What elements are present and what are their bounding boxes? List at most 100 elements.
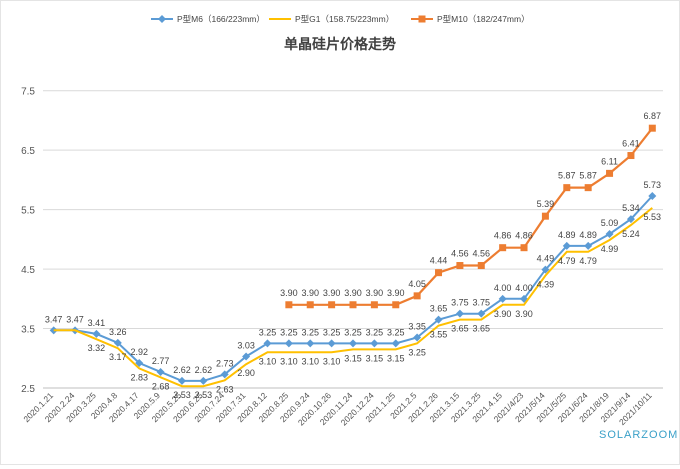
data-point bbox=[306, 301, 314, 309]
data-point bbox=[626, 215, 635, 224]
data-label: 2.62 bbox=[173, 365, 191, 375]
data-point bbox=[199, 376, 208, 385]
data-point bbox=[113, 338, 122, 347]
data-label: 3.03 bbox=[237, 340, 255, 350]
data-point bbox=[605, 230, 614, 239]
data-label: 3.25 bbox=[323, 327, 341, 337]
series-lines bbox=[49, 124, 657, 388]
data-label: 3.15 bbox=[387, 353, 405, 363]
data-label: 4.89 bbox=[558, 230, 576, 240]
data-label: 2.62 bbox=[195, 365, 213, 375]
data-label: 4.86 bbox=[515, 231, 533, 241]
data-label: 3.35 bbox=[408, 321, 426, 331]
data-point bbox=[563, 184, 571, 192]
data-label: 3.55 bbox=[430, 330, 448, 340]
data-point bbox=[477, 262, 485, 270]
data-point bbox=[328, 301, 336, 309]
data-label: 4.86 bbox=[494, 231, 512, 241]
data-label: 2.90 bbox=[237, 368, 255, 378]
data-point bbox=[349, 339, 357, 348]
data-point bbox=[263, 339, 272, 348]
legend-label: P型M10（182/247mm） bbox=[437, 14, 530, 24]
data-label: 4.05 bbox=[408, 279, 426, 289]
data-label: 3.25 bbox=[280, 327, 298, 337]
data-point bbox=[541, 212, 549, 220]
y-tick-label: 5.5 bbox=[21, 206, 35, 217]
y-tick-label: 4.5 bbox=[21, 265, 35, 276]
data-point bbox=[285, 301, 293, 309]
data-point bbox=[156, 367, 165, 376]
data-label: 3.25 bbox=[387, 327, 405, 337]
data-point bbox=[177, 376, 186, 385]
data-label: 3.25 bbox=[301, 327, 319, 337]
data-point bbox=[92, 329, 101, 338]
y-tick-label: 7.5 bbox=[21, 87, 35, 98]
y-tick-label: 2.5 bbox=[21, 384, 35, 395]
data-label: 5.09 bbox=[601, 218, 619, 228]
data-label: 5.53 bbox=[644, 212, 662, 222]
legend-label: P型M6（166/223mm） bbox=[177, 14, 265, 24]
data-label: 4.89 bbox=[579, 230, 597, 240]
data-label: 4.49 bbox=[537, 254, 555, 264]
data-point bbox=[327, 339, 336, 348]
data-label: 4.00 bbox=[515, 283, 533, 293]
data-label: 5.87 bbox=[579, 171, 597, 181]
data-point bbox=[648, 191, 657, 200]
data-label: 5.39 bbox=[537, 199, 555, 209]
data-point bbox=[49, 326, 58, 335]
data-label: 6.87 bbox=[644, 111, 662, 121]
series-line bbox=[288, 127, 654, 306]
data-label: 2.63 bbox=[216, 384, 234, 394]
data-label: 2.73 bbox=[216, 358, 234, 368]
data-label: 5.87 bbox=[558, 171, 576, 181]
data-label: 3.17 bbox=[109, 352, 127, 362]
data-point bbox=[541, 265, 550, 274]
data-label: 3.25 bbox=[259, 327, 277, 337]
data-label: 3.90 bbox=[323, 288, 341, 298]
data-label: 2.83 bbox=[130, 372, 148, 382]
y-tick-label: 6.5 bbox=[21, 146, 35, 157]
data-label: 3.65 bbox=[430, 304, 448, 314]
data-point bbox=[606, 169, 614, 177]
legend-marker bbox=[158, 15, 166, 23]
data-label: 3.65 bbox=[473, 324, 491, 334]
data-label: 2.92 bbox=[130, 347, 148, 357]
data-point bbox=[306, 339, 315, 348]
data-point bbox=[434, 315, 443, 324]
data-label: 2.68 bbox=[152, 381, 170, 391]
legend: P型M6（166/223mm） P型G1（158.75/223mm） P型M10（1… bbox=[151, 14, 530, 24]
data-label: 5.24 bbox=[622, 229, 640, 239]
data-label: 3.47 bbox=[66, 314, 84, 324]
data-point bbox=[456, 262, 464, 270]
data-point bbox=[392, 301, 400, 309]
data-label: 4.00 bbox=[494, 283, 512, 293]
data-point bbox=[242, 352, 251, 361]
data-label: 3.90 bbox=[280, 288, 298, 298]
data-point bbox=[135, 359, 144, 368]
data-point bbox=[284, 339, 293, 348]
data-label: 3.15 bbox=[366, 353, 384, 363]
data-label: 3.15 bbox=[344, 353, 362, 363]
data-label: 3.10 bbox=[280, 356, 298, 366]
data-label: 3.75 bbox=[451, 298, 469, 308]
data-point bbox=[220, 370, 229, 379]
data-point bbox=[391, 339, 400, 348]
data-label: 4.79 bbox=[579, 256, 597, 266]
data-point bbox=[520, 244, 528, 252]
data-point bbox=[413, 333, 422, 342]
data-point bbox=[627, 152, 635, 160]
chart-title: 单晶硅片价格走势 bbox=[284, 36, 396, 52]
data-label: 2.53 bbox=[173, 390, 191, 400]
data-label: 3.32 bbox=[88, 343, 106, 353]
data-label: 4.56 bbox=[473, 249, 491, 259]
data-label: 4.44 bbox=[430, 256, 448, 266]
data-label: 3.90 bbox=[344, 288, 362, 298]
data-point bbox=[498, 294, 507, 303]
data-label: 4.56 bbox=[451, 249, 469, 259]
data-point bbox=[455, 309, 464, 318]
series-line bbox=[53, 207, 653, 388]
data-label: 2.77 bbox=[152, 356, 170, 366]
data-label: 3.10 bbox=[301, 356, 319, 366]
data-label: 3.65 bbox=[451, 324, 469, 334]
